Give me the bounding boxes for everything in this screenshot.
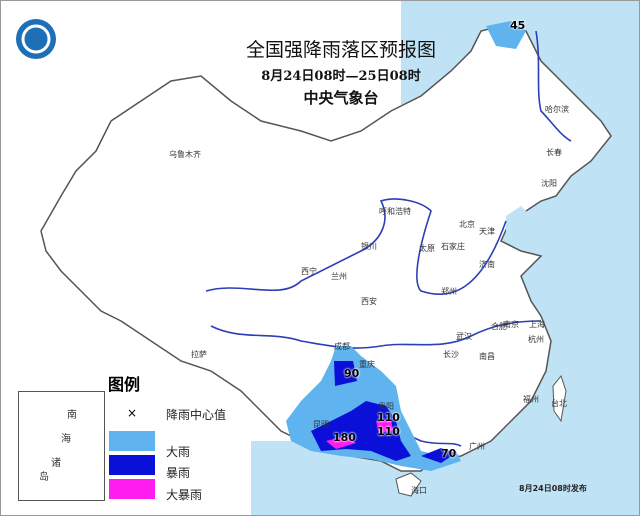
- legend-label-center: 降雨中心值: [166, 408, 227, 422]
- legend-label-torrential: 大暴雨: [166, 488, 203, 502]
- map-title: 全国强降雨落区预报图: [245, 39, 436, 61]
- city-label: 银川: [361, 242, 377, 251]
- rain-center-value: 180: [333, 431, 356, 444]
- city-label: 西宁: [301, 267, 317, 276]
- torrential-rain-area: [376, 419, 393, 433]
- inset-label: 诸: [51, 458, 61, 469]
- city-label: 郑州: [441, 287, 457, 296]
- city-label: 北京: [459, 220, 475, 229]
- city-label: 广州: [469, 442, 485, 451]
- city-label: 武汉: [456, 332, 472, 341]
- rainstorm-area: [334, 361, 357, 386]
- south-china-sea-inset: 南 海 诸 岛: [18, 391, 105, 501]
- city-label: 兰州: [331, 272, 347, 281]
- inset-label: 海: [61, 434, 71, 445]
- logo: [16, 19, 56, 59]
- rain-center-symbol: ×: [127, 406, 138, 420]
- inset-label: 岛: [39, 472, 49, 483]
- rainstorm-area: [421, 448, 456, 463]
- heavy-rain-area: [486, 21, 526, 49]
- legend-swatch-torrential: [109, 479, 155, 499]
- legend-label-heavy-rain: 大雨: [166, 445, 191, 459]
- city-label: 合肥: [491, 322, 507, 331]
- issuer: 中央气象台: [303, 89, 379, 107]
- forecast-period: 8月24日08时—25日08时: [261, 69, 421, 84]
- city-label: 沈阳: [541, 179, 557, 188]
- city-label: 台北: [551, 399, 567, 408]
- city-label: 杭州: [528, 335, 544, 344]
- city-label: 呼和浩特: [379, 207, 411, 216]
- taiwan: [552, 374, 567, 423]
- legend-swatch-rainstorm: [109, 455, 155, 475]
- city-label: 天津: [479, 227, 495, 236]
- city-label: 昆明: [313, 420, 329, 429]
- rain-center-value: 110: [377, 411, 400, 424]
- city-label: 南京: [503, 320, 519, 329]
- bohai-sea: [506, 206, 531, 239]
- city-label: 济南: [479, 260, 495, 269]
- city-label: 上海: [529, 320, 545, 329]
- city-label: 乌鲁木齐: [169, 150, 201, 159]
- city-label: 贵阳: [378, 402, 394, 411]
- release-time: 8月24日08时发布: [519, 484, 587, 493]
- hainan: [395, 472, 422, 497]
- legend-label-rainstorm: 暴雨: [166, 466, 191, 480]
- rain-center-value: 110: [377, 425, 400, 438]
- city-label: 长沙: [443, 350, 459, 359]
- torrential-rain-area: [326, 436, 356, 449]
- legend-title: 图例: [108, 375, 141, 394]
- city-label: 成都: [334, 342, 350, 351]
- yangtze-river: [210, 320, 542, 349]
- city-label: 福州: [523, 395, 539, 404]
- city-label: 长春: [546, 148, 562, 157]
- city-label: 南昌: [479, 352, 495, 361]
- legend-swatch-heavy-rain: [109, 431, 155, 451]
- rain-center-value: 45: [510, 19, 526, 32]
- inset-label: 南: [67, 410, 77, 421]
- rain-center-value: 70: [441, 447, 457, 460]
- yellow-river: [205, 198, 507, 295]
- songhua-river: [535, 30, 572, 142]
- city-label: 太原: [419, 244, 435, 253]
- city-label: 重庆: [359, 360, 375, 369]
- city-label: 石家庄: [441, 242, 465, 251]
- rain-areas: [286, 21, 526, 471]
- city-label: 西安: [361, 297, 377, 306]
- city-label: 哈尔滨: [545, 105, 569, 114]
- rain-center-value: 90: [344, 367, 360, 380]
- city-label: 海口: [411, 486, 427, 495]
- city-label: 拉萨: [191, 350, 207, 359]
